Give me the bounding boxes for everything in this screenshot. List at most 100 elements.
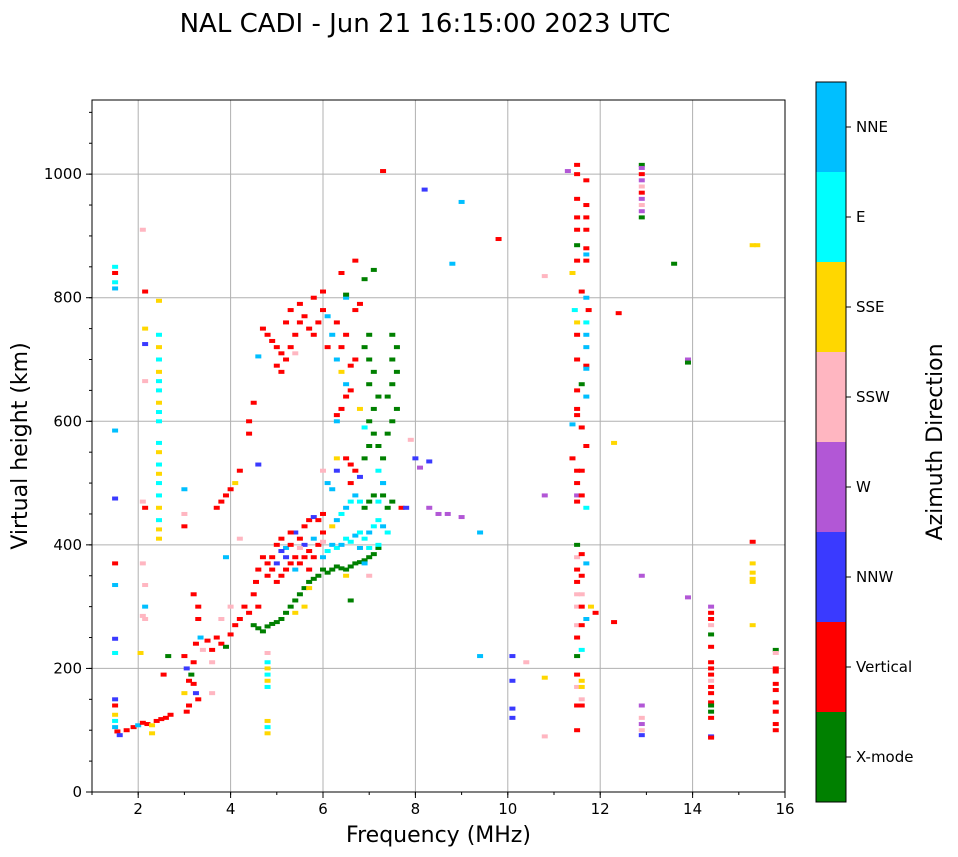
data-point [578, 684, 585, 689]
data-point [338, 542, 345, 547]
data-point [380, 169, 387, 174]
data-point [114, 729, 121, 734]
data-point [389, 382, 396, 387]
data-point [708, 632, 715, 637]
data-point [574, 413, 581, 418]
data-point [338, 345, 345, 350]
data-point [389, 499, 396, 504]
data-point [578, 697, 585, 702]
data-point [393, 345, 400, 350]
data-point [370, 267, 377, 272]
colorbar-segment [816, 622, 846, 712]
data-point [347, 499, 354, 504]
data-point [264, 561, 271, 566]
data-point [188, 672, 195, 677]
data-point [749, 579, 756, 584]
data-point [583, 617, 590, 621]
data-point [155, 462, 162, 467]
data-point [142, 289, 149, 294]
data-point [255, 462, 262, 467]
data-point [320, 468, 326, 473]
data-point [329, 524, 336, 529]
data-point [155, 527, 162, 532]
data-point [158, 717, 165, 722]
data-point [283, 610, 290, 615]
data-point [155, 332, 162, 337]
data-point [116, 733, 123, 738]
data-point [541, 274, 548, 279]
data-point [333, 456, 340, 461]
data-point [412, 456, 419, 461]
data-point [574, 635, 581, 640]
data-point [236, 536, 243, 541]
data-point [142, 505, 149, 510]
data-point [477, 654, 484, 659]
data-point [167, 712, 174, 717]
data-point [112, 650, 119, 655]
data-point [370, 369, 377, 374]
y-axis-label: Virtual height (km) [8, 342, 33, 549]
data-point [139, 613, 146, 618]
data-point [155, 410, 162, 415]
data-point [574, 215, 581, 220]
colorbar-label: SSE [856, 298, 885, 316]
data-point [638, 215, 645, 220]
data-point [638, 728, 645, 733]
data-point [375, 444, 382, 448]
data-point [366, 357, 373, 362]
data-point [578, 623, 585, 628]
data-point [259, 629, 266, 634]
data-point [638, 733, 645, 738]
data-point [301, 542, 308, 547]
data-point [477, 530, 484, 535]
data-point [264, 666, 271, 671]
data-point [246, 419, 253, 424]
data-point [389, 332, 396, 337]
data-point [278, 573, 285, 578]
data-point [310, 515, 317, 520]
data-point [375, 518, 382, 523]
data-point [574, 672, 581, 677]
colorbar-label: W [856, 478, 871, 496]
data-point [250, 400, 257, 405]
data-point [183, 666, 190, 671]
data-point [421, 187, 428, 192]
data-point [343, 505, 350, 510]
data-point [155, 345, 162, 350]
data-point [578, 552, 585, 557]
data-point [273, 620, 280, 625]
data-point [209, 660, 216, 665]
data-point [583, 394, 590, 399]
data-point [112, 725, 119, 730]
data-point [578, 678, 585, 683]
data-point [578, 647, 585, 652]
data-point [574, 481, 581, 486]
data-point [638, 203, 645, 208]
data-point [347, 388, 354, 393]
data-point [574, 172, 581, 177]
data-point [112, 583, 119, 588]
data-point [155, 357, 162, 362]
data-point [155, 471, 162, 476]
data-point [269, 567, 276, 572]
data-point [236, 468, 243, 473]
data-point [347, 481, 354, 486]
data-point [112, 264, 119, 269]
data-point [333, 468, 340, 473]
data-point [578, 493, 585, 498]
data-point [155, 481, 162, 486]
data-point [708, 703, 715, 708]
data-point [708, 666, 715, 671]
data-point [320, 530, 326, 535]
data-point [236, 617, 243, 621]
colorbar-segment [816, 712, 846, 802]
y-tick-label: 600 [53, 412, 82, 430]
data-point [708, 691, 715, 696]
data-point [384, 505, 391, 510]
data-point [772, 681, 779, 686]
data-point [541, 493, 548, 498]
data-point [356, 474, 363, 479]
data-point [142, 604, 149, 609]
data-point [356, 301, 363, 306]
data-point [541, 675, 548, 680]
